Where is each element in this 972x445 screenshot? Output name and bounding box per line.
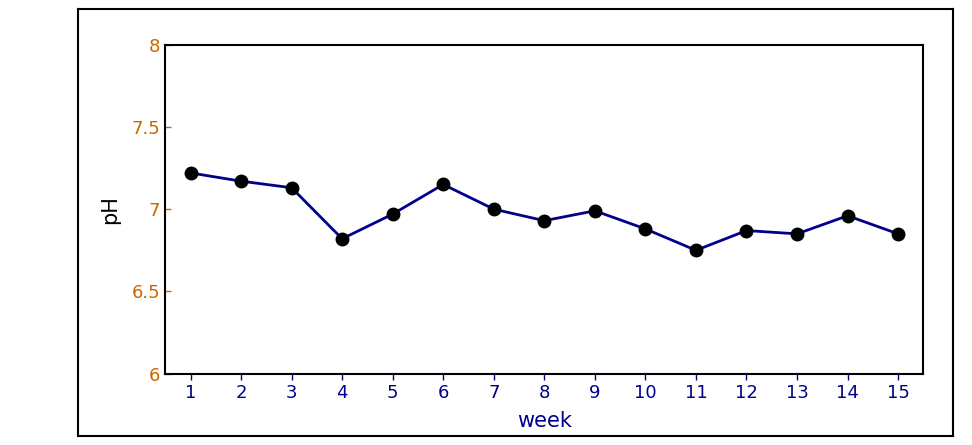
X-axis label: week: week: [517, 411, 572, 431]
Y-axis label: pH: pH: [100, 195, 121, 223]
